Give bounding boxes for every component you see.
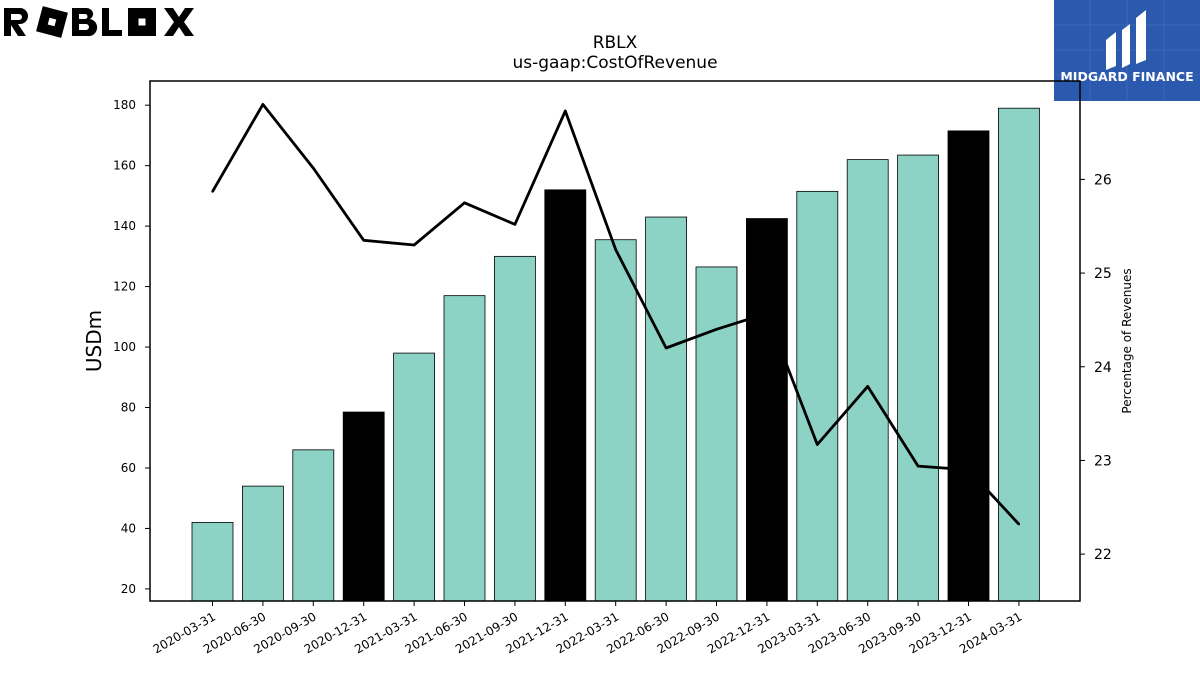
x-axis: 2020-03-312020-06-302020-09-302020-12-31… — [151, 601, 1024, 656]
line-point-2022-09-30 — [715, 328, 718, 331]
roblox-logo — [4, 6, 194, 38]
y2-axis-title: Percentage of Revenues — [1120, 268, 1134, 413]
plot-frame — [149, 80, 1081, 602]
line-point-2023-03-31 — [816, 443, 819, 446]
bar-2021-12-31 — [544, 189, 587, 602]
y-tick-label: 100 — [113, 340, 136, 354]
bar-2023-12-31 — [947, 130, 990, 602]
y-tick-label: 180 — [113, 98, 136, 112]
y-tick-label: 120 — [113, 280, 136, 294]
y-axis-title: USDm — [82, 310, 106, 372]
y-tick-label: 40 — [121, 521, 136, 535]
line-point-2023-06-30 — [866, 385, 869, 388]
bar-2020-09-30 — [292, 449, 335, 602]
y2-tick-label: 26 — [1094, 172, 1112, 188]
left-axis: 20 40 60 80 100 120 140 160 180 — [113, 98, 150, 596]
bar-2024-03-31 — [998, 107, 1040, 602]
bar-2021-09-30 — [493, 255, 536, 602]
line-point-2022-03-31 — [614, 248, 617, 251]
bar-2021-06-30 — [443, 295, 486, 602]
line-point-2020-12-31 — [362, 239, 365, 242]
line-point-2021-06-30 — [463, 201, 466, 205]
line-point-2021-09-30 — [513, 223, 517, 226]
line-point-2022-06-30 — [664, 346, 668, 350]
bar-2020-12-31 — [342, 411, 385, 602]
y-tick-label: 60 — [121, 461, 136, 475]
y-tick-label: 140 — [113, 219, 136, 233]
bar-2022-03-31 — [594, 239, 637, 602]
line-point-2024-03-31 — [1017, 522, 1021, 526]
bar-2023-09-30 — [897, 154, 939, 602]
right-axis: 22 23 24 25 26 — [1080, 172, 1112, 563]
midgard-logo-text: MIDGARD FINANCE — [1060, 69, 1193, 84]
y2-tick-label: 24 — [1094, 360, 1112, 376]
y2-tick-label: 25 — [1094, 266, 1112, 282]
chart-subtitle: us-gaap:CostOfRevenue — [512, 53, 717, 73]
bar-2023-06-30 — [846, 159, 889, 602]
bar-2022-06-30 — [645, 216, 687, 602]
y-tick-label: 20 — [121, 582, 136, 596]
chart-title: RBLX — [593, 33, 638, 53]
line-point-2021-12-31 — [564, 109, 567, 113]
bar-2020-06-30 — [241, 485, 284, 602]
midgard-finance-logo: MIDGARD FINANCE — [1054, 0, 1200, 101]
bar-2022-09-30 — [695, 266, 738, 602]
y2-tick-label: 23 — [1094, 453, 1112, 469]
bar-2021-03-31 — [393, 352, 436, 602]
bar-2023-03-31 — [796, 190, 839, 602]
line-point-2022-12-31 — [765, 312, 769, 315]
bar-2022-12-31 — [746, 218, 788, 602]
line-point-2023-09-30 — [916, 464, 920, 468]
y-tick-label: 160 — [113, 159, 136, 173]
line-point-2020-09-30 — [312, 166, 315, 170]
y-tick-label: 80 — [121, 401, 136, 415]
line-series — [211, 103, 1021, 526]
midgard-mark-icon — [1106, 10, 1146, 70]
line-point-2020-06-30 — [261, 103, 265, 106]
bar-series — [191, 107, 1040, 602]
line-point-2023-12-31 — [967, 468, 970, 472]
line-point-2020-03-31 — [211, 190, 214, 193]
line-point-2021-03-31 — [412, 243, 416, 247]
bar-2020-03-31 — [191, 521, 234, 602]
y2-tick-label: 22 — [1094, 547, 1112, 563]
